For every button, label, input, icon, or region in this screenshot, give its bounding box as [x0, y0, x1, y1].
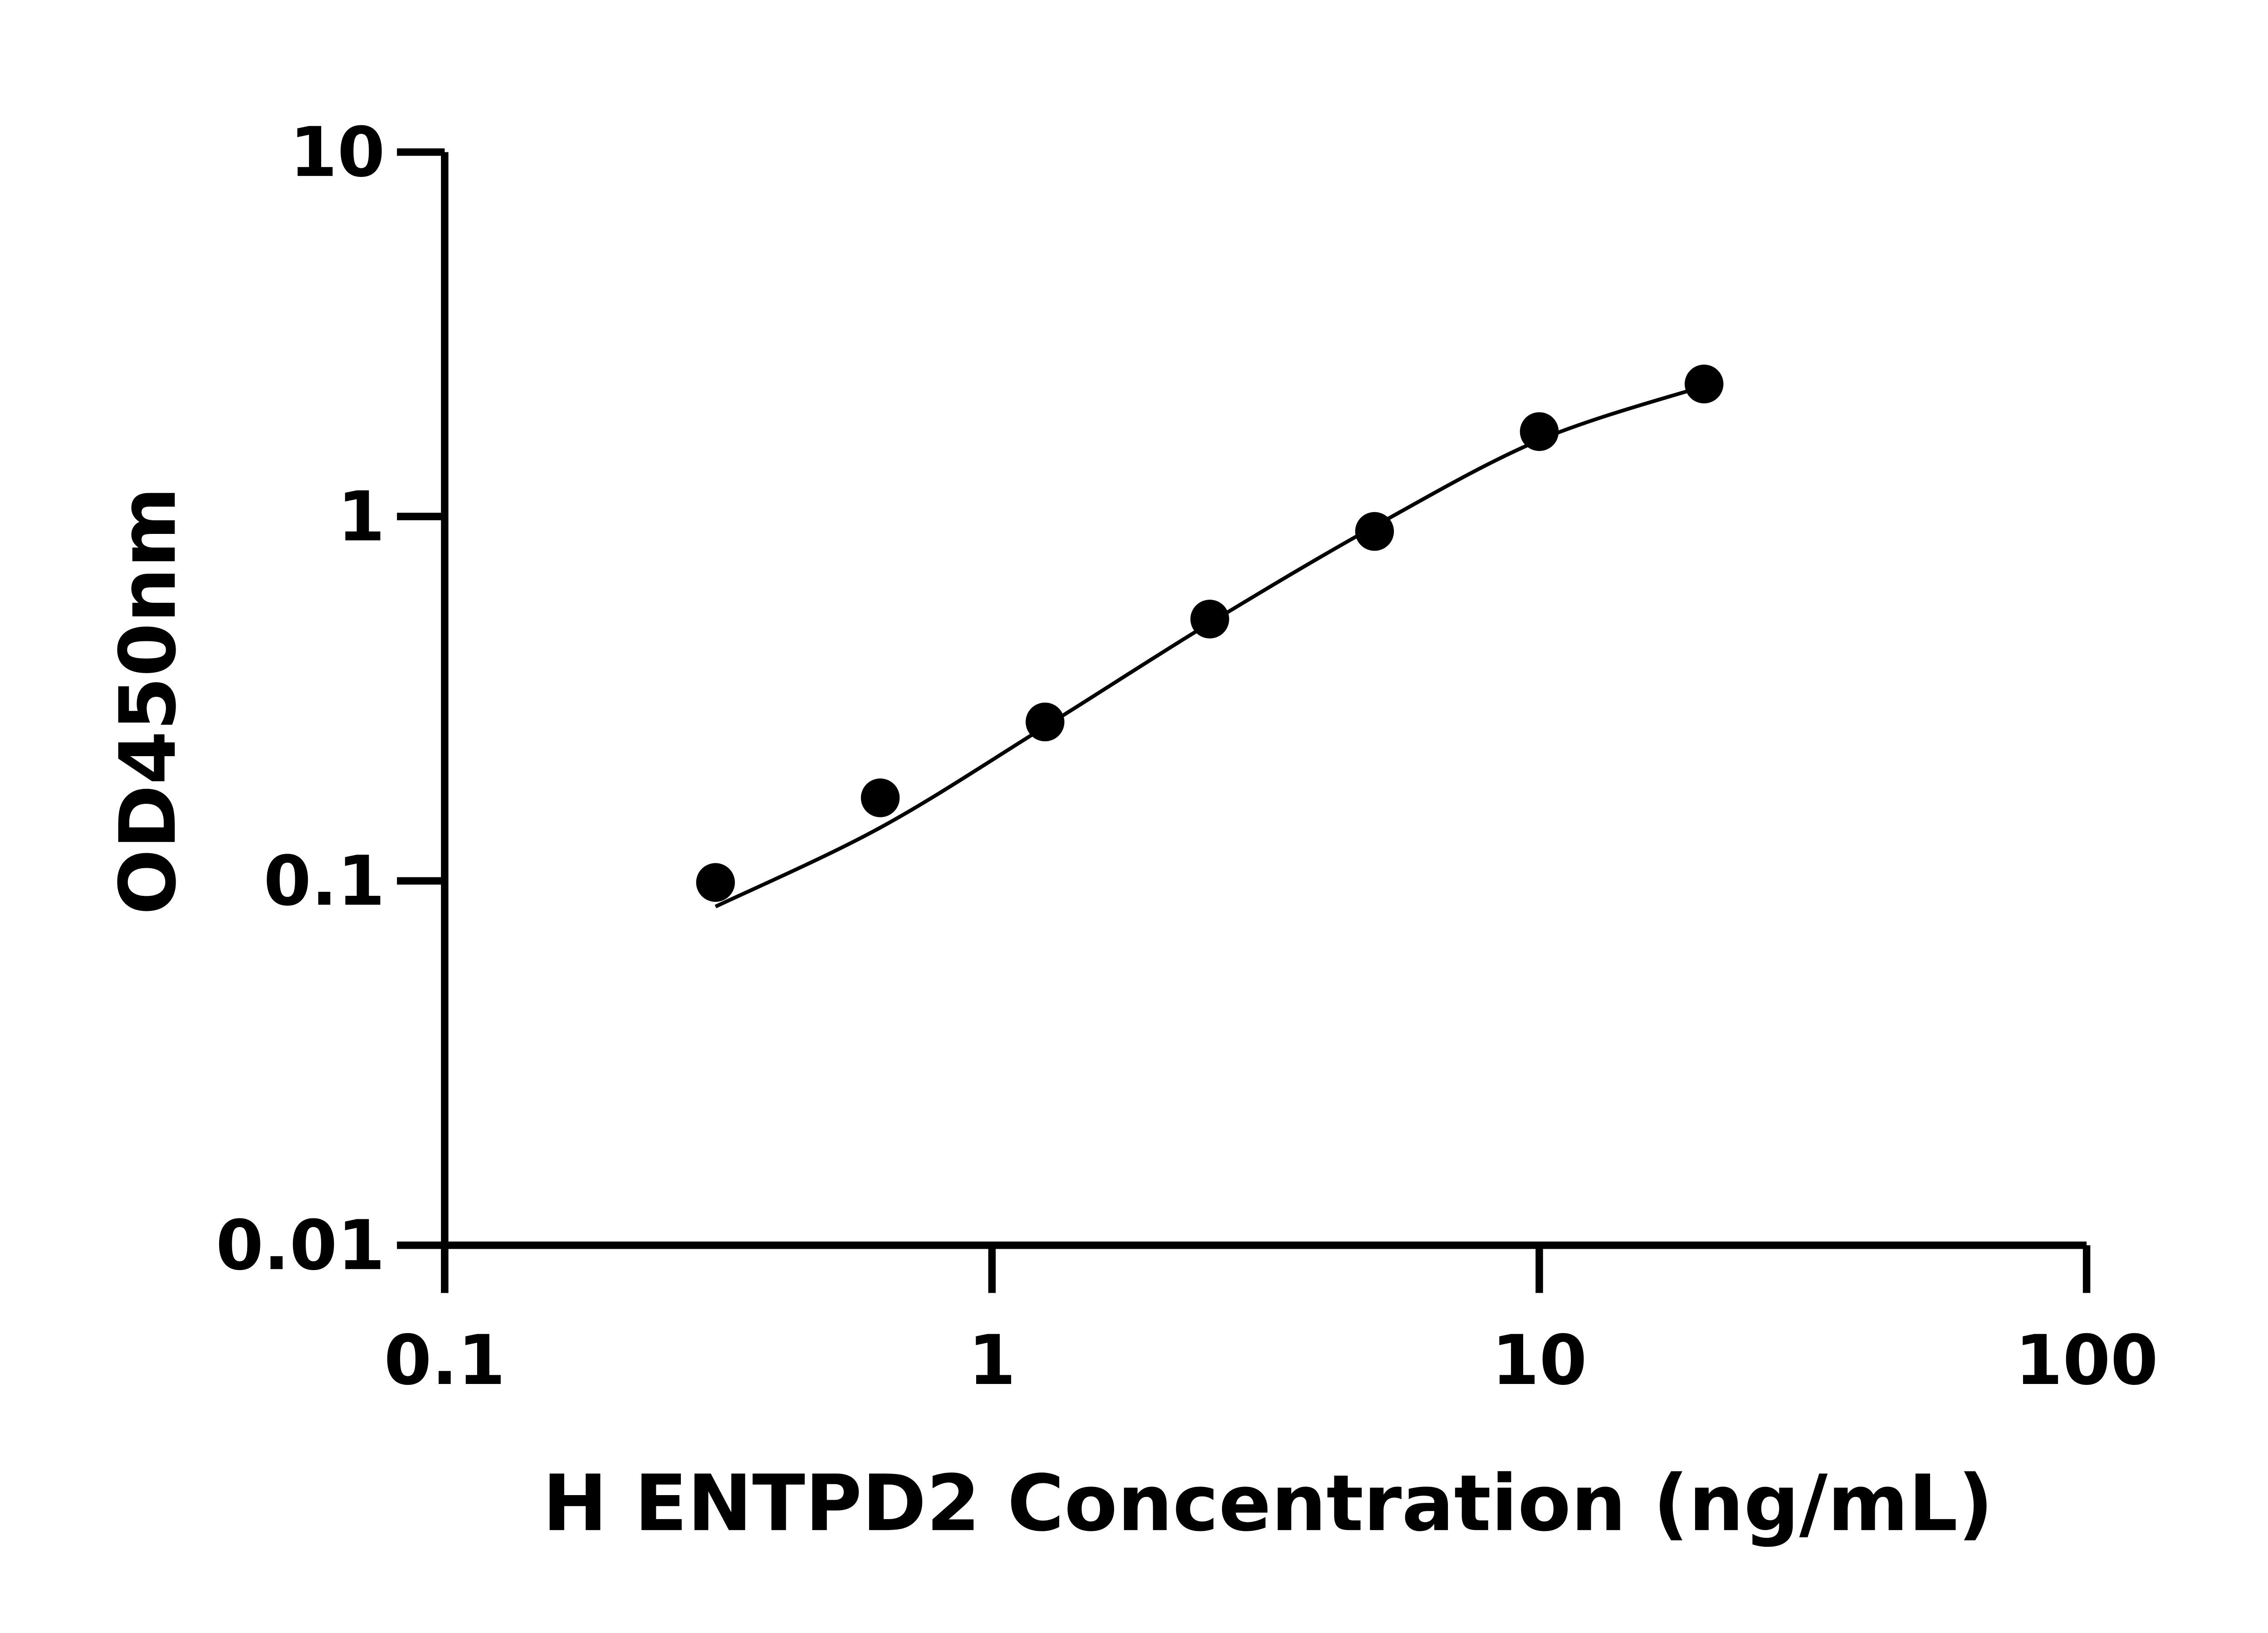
data-point: [1026, 702, 1065, 742]
y-tick-label: 0.1: [264, 841, 385, 921]
axes: [441, 152, 2087, 1293]
data-points: [696, 364, 1724, 902]
data-point: [860, 778, 900, 817]
x-tick-label: 100: [2015, 1320, 2158, 1400]
y-tick-label: 1: [337, 477, 385, 557]
y-tick-label: 0.01: [216, 1206, 385, 1286]
x-tick-label: 0.1: [384, 1320, 505, 1400]
x-tick-label: 1: [968, 1320, 1016, 1400]
x-axis-label: H ENTPD2 Concentration (ng/mL): [543, 1458, 1993, 1549]
data-point: [1355, 512, 1394, 551]
x-tick-label: 10: [1491, 1320, 1587, 1400]
ticks: 0.1 1 10 100 0.01 0.1 1 10: [216, 112, 2158, 1400]
fit-curve: [714, 384, 1705, 909]
y-axis-label: OD450nm: [103, 487, 193, 915]
data-point: [1190, 600, 1229, 639]
data-point: [1684, 364, 1724, 404]
data-point: [1520, 412, 1559, 451]
y-tick-label: 10: [289, 112, 385, 192]
data-point: [696, 863, 735, 902]
